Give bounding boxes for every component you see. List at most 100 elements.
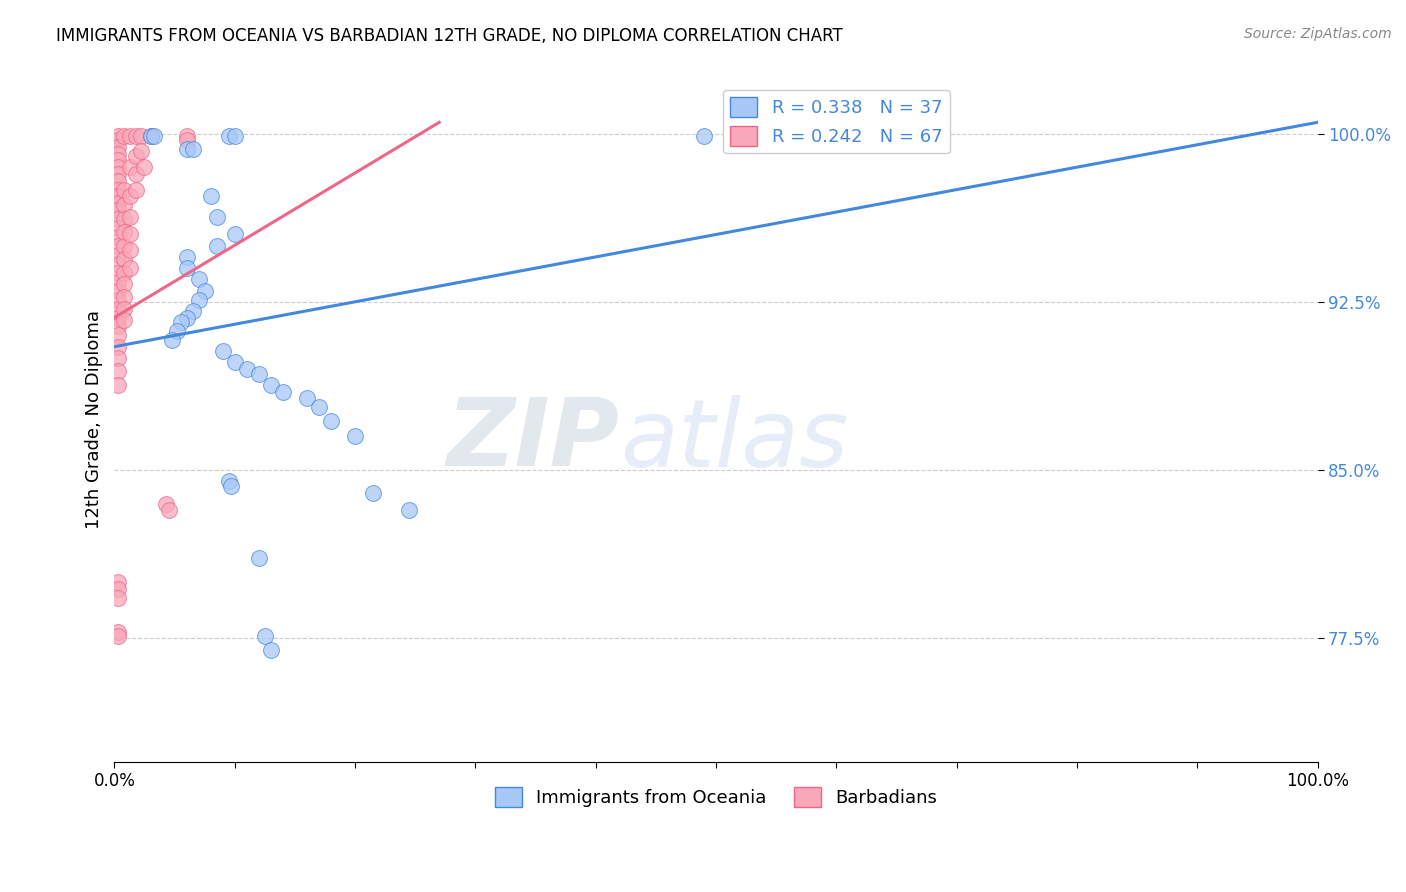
Point bbox=[398, 503, 420, 517]
Point bbox=[176, 310, 198, 325]
Text: atlas: atlas bbox=[620, 394, 848, 485]
Point bbox=[112, 225, 135, 239]
Point bbox=[308, 401, 330, 415]
Point bbox=[218, 128, 240, 143]
Point bbox=[107, 575, 129, 590]
Point bbox=[118, 261, 141, 276]
Point bbox=[295, 392, 318, 406]
Point bbox=[187, 272, 209, 286]
Point bbox=[693, 128, 716, 143]
Point bbox=[129, 145, 152, 159]
Point bbox=[107, 293, 129, 307]
Point bbox=[236, 362, 259, 376]
Point bbox=[260, 642, 283, 657]
Point bbox=[200, 189, 222, 203]
Point bbox=[112, 238, 135, 252]
Point bbox=[112, 128, 135, 143]
Point bbox=[219, 479, 242, 493]
Point bbox=[107, 275, 129, 289]
Point bbox=[118, 227, 141, 242]
Legend: Immigrants from Oceania, Barbadians: Immigrants from Oceania, Barbadians bbox=[488, 780, 945, 814]
Point bbox=[107, 146, 129, 161]
Point bbox=[107, 284, 129, 298]
Text: ZIP: ZIP bbox=[447, 394, 620, 486]
Point bbox=[224, 355, 246, 369]
Point bbox=[260, 377, 283, 392]
Point bbox=[218, 475, 240, 489]
Point bbox=[107, 167, 129, 181]
Point bbox=[134, 160, 156, 174]
Point bbox=[271, 384, 294, 399]
Point bbox=[118, 243, 141, 257]
Point bbox=[176, 128, 198, 143]
Point bbox=[125, 183, 148, 197]
Point bbox=[107, 328, 129, 343]
Point bbox=[107, 301, 129, 316]
Point bbox=[107, 174, 129, 188]
Point bbox=[849, 128, 872, 143]
Point bbox=[139, 128, 162, 143]
Point bbox=[118, 160, 141, 174]
Point bbox=[211, 344, 233, 359]
Point bbox=[112, 301, 135, 316]
Point bbox=[247, 550, 270, 565]
Point bbox=[107, 351, 129, 365]
Point bbox=[125, 128, 148, 143]
Point bbox=[112, 312, 135, 326]
Point bbox=[361, 485, 384, 500]
Point bbox=[107, 266, 129, 280]
Point bbox=[107, 629, 129, 643]
Point bbox=[205, 210, 228, 224]
Point bbox=[112, 290, 135, 304]
Point bbox=[224, 128, 246, 143]
Point bbox=[187, 293, 209, 307]
Point bbox=[176, 133, 198, 147]
Point bbox=[107, 340, 129, 354]
Point bbox=[107, 196, 129, 211]
Point bbox=[194, 284, 217, 298]
Point bbox=[107, 238, 129, 252]
Y-axis label: 12th Grade, No Diploma: 12th Grade, No Diploma bbox=[86, 310, 103, 529]
Point bbox=[181, 303, 204, 318]
Point bbox=[157, 503, 180, 517]
Point bbox=[253, 629, 276, 643]
Point bbox=[107, 229, 129, 244]
Point bbox=[155, 497, 177, 511]
Point bbox=[107, 202, 129, 217]
Point bbox=[107, 133, 129, 147]
Point bbox=[181, 142, 204, 156]
Text: Source: ZipAtlas.com: Source: ZipAtlas.com bbox=[1244, 27, 1392, 41]
Point bbox=[107, 248, 129, 262]
Point bbox=[169, 315, 191, 329]
Point bbox=[112, 211, 135, 226]
Point bbox=[112, 183, 135, 197]
Point bbox=[107, 364, 129, 378]
Point bbox=[107, 153, 129, 168]
Point bbox=[107, 582, 129, 596]
Point bbox=[224, 227, 246, 242]
Point bbox=[143, 128, 166, 143]
Point bbox=[107, 319, 129, 334]
Point bbox=[125, 167, 148, 181]
Point bbox=[118, 210, 141, 224]
Point bbox=[107, 160, 129, 174]
Point bbox=[752, 128, 775, 143]
Text: IMMIGRANTS FROM OCEANIA VS BARBADIAN 12TH GRADE, NO DIPLOMA CORRELATION CHART: IMMIGRANTS FROM OCEANIA VS BARBADIAN 12T… bbox=[56, 27, 844, 45]
Point bbox=[160, 333, 183, 347]
Point bbox=[107, 140, 129, 154]
Point bbox=[247, 367, 270, 381]
Point bbox=[107, 220, 129, 235]
Point bbox=[176, 261, 198, 276]
Point bbox=[205, 238, 228, 252]
Point bbox=[176, 142, 198, 156]
Point bbox=[319, 414, 342, 428]
Point bbox=[344, 429, 367, 443]
Point bbox=[112, 252, 135, 267]
Point bbox=[118, 189, 141, 203]
Point bbox=[107, 211, 129, 226]
Point bbox=[118, 128, 141, 143]
Point bbox=[112, 198, 135, 212]
Point bbox=[107, 310, 129, 325]
Point bbox=[139, 128, 162, 143]
Point bbox=[129, 128, 152, 143]
